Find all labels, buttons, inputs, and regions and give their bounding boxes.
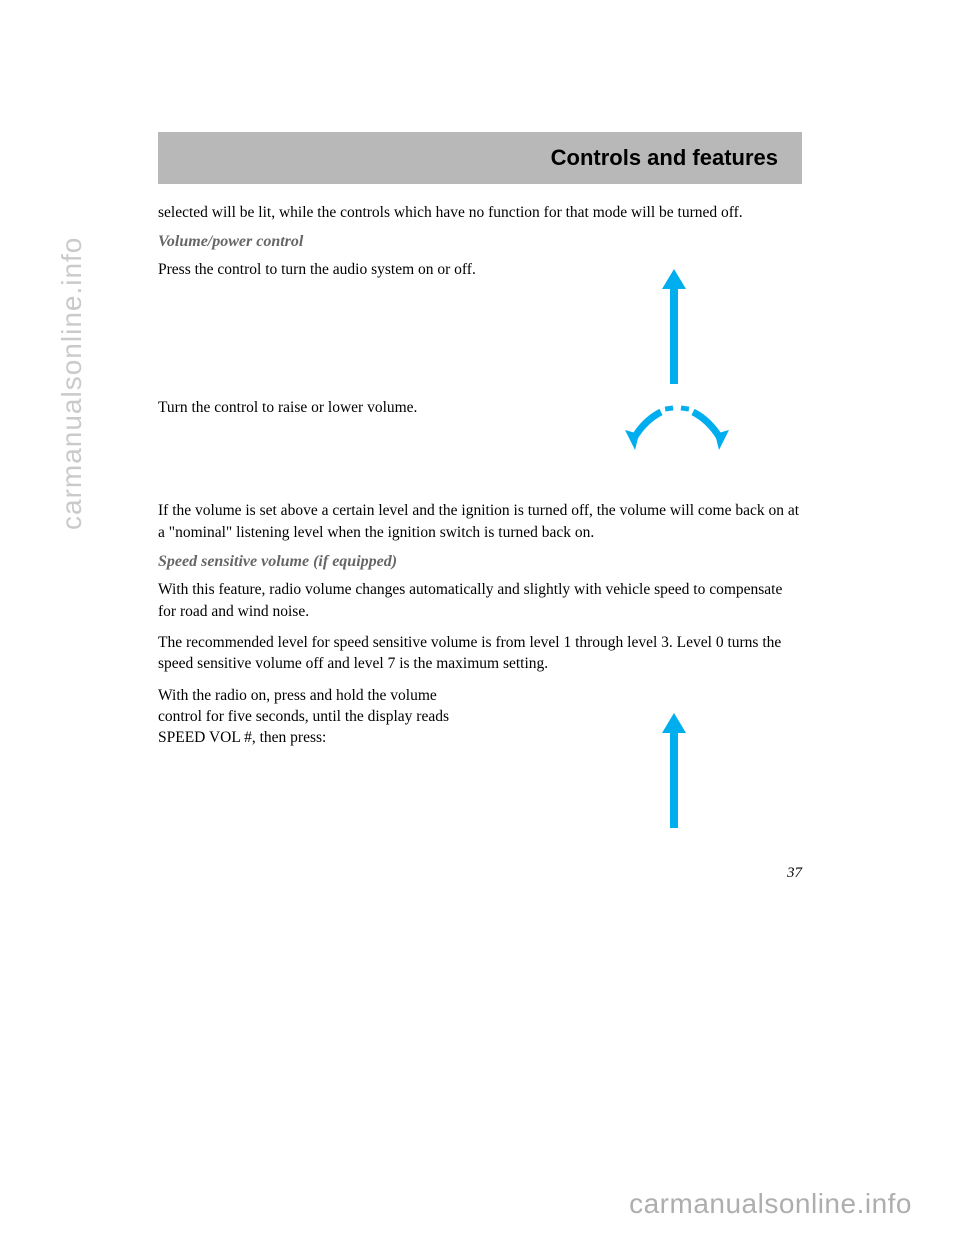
- page-number: 37: [158, 865, 802, 882]
- page-content: Controls and features selected will be l…: [158, 132, 802, 882]
- subsection-volume-power: Volume/power control: [158, 233, 802, 251]
- ssv-p1: With this feature, radio volume changes …: [158, 579, 802, 622]
- row-turn-control: Turn the control to raise or lower volum…: [158, 397, 802, 492]
- watermark-bottom: carmanualsonline.info: [629, 1188, 912, 1220]
- figure-push-arrow: [522, 259, 802, 389]
- section-header-title: Controls and features: [551, 145, 778, 171]
- arrow-up-icon: [662, 269, 686, 384]
- ssv-p2: The recommended level for speed sensitiv…: [158, 632, 802, 675]
- volume-nominal-text: If the volume is set above a certain lev…: [158, 500, 802, 543]
- section-header-bar: Controls and features: [158, 132, 802, 184]
- rotary-arrow-icon: [617, 402, 737, 462]
- turn-control-text: Turn the control to raise or lower volum…: [158, 397, 478, 418]
- subsection-speed-sensitive: Speed sensitive volume (if equipped): [158, 553, 802, 571]
- ssv-p3: With the radio on, press and hold the vo…: [158, 685, 478, 749]
- figure-push-arrow-2: [522, 685, 802, 835]
- intro-paragraph: selected will be lit, while the controls…: [158, 202, 802, 223]
- arrow-up-icon: [662, 713, 686, 828]
- watermark-left: carmanualsonline.info: [56, 237, 88, 530]
- row-ssv-press: With the radio on, press and hold the vo…: [158, 685, 802, 835]
- figure-rotary-arrows: [522, 397, 802, 492]
- press-control-text: Press the control to turn the audio syst…: [158, 259, 478, 280]
- row-press-control: Press the control to turn the audio syst…: [158, 259, 802, 389]
